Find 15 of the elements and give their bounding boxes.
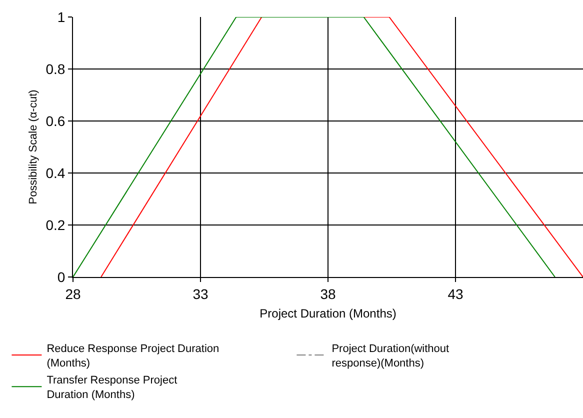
legend-label: Reduce Response Project Duration (Months) [46, 343, 220, 370]
y-tick-label: 0.8 [46, 60, 66, 77]
y-axis-title: Possibility Scale (α-cut) [27, 90, 40, 204]
x-tick-label: 33 [192, 286, 208, 302]
x-tick-label: 38 [320, 286, 336, 302]
y-tick-label: 0.2 [46, 216, 66, 233]
legend-label: Transfer Response Project Duration (Months) [46, 374, 178, 402]
y-tick-label: 0.6 [46, 112, 66, 129]
y-tick-label: 0 [57, 268, 66, 285]
x-axis-title: Project Duration (Months) [260, 306, 396, 321]
y-tick-label: 0.4 [46, 164, 66, 181]
x-tick-label: 28 [65, 286, 81, 302]
y-tick-label: 1 [57, 8, 66, 25]
x-tick-label: 43 [448, 286, 464, 302]
legend-label: Project Duration(without response)(Months) [332, 343, 450, 370]
